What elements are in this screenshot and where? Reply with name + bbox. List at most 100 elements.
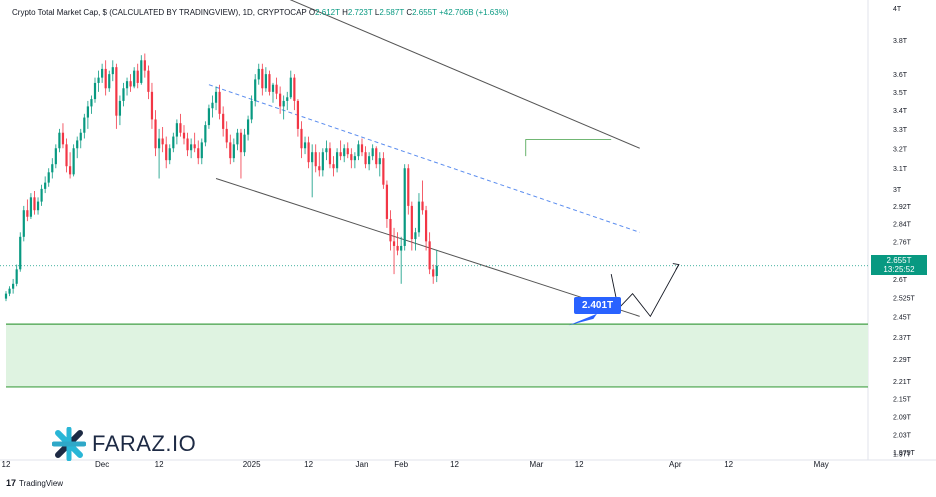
candle-body xyxy=(328,148,332,165)
candle-body xyxy=(360,144,364,153)
channel-lower-line xyxy=(215,177,640,317)
y-tick-label: 3T xyxy=(893,187,902,194)
candle-body xyxy=(51,164,54,173)
candle-body xyxy=(350,154,353,161)
candle-body xyxy=(307,142,310,163)
candle-body xyxy=(364,152,367,165)
candle-body xyxy=(143,60,146,71)
candle-body xyxy=(257,68,260,80)
candle-body xyxy=(414,232,417,240)
candle-body xyxy=(403,168,406,246)
candle-body xyxy=(26,210,29,217)
countdown-value: 13:25:52 xyxy=(883,265,915,274)
candle-body xyxy=(86,106,89,118)
last-price-value: 2.655T xyxy=(886,256,912,265)
footer-brand[interactable]: TradingView xyxy=(19,478,64,488)
candle-body xyxy=(325,148,328,153)
low-marker-badge: 2.401T xyxy=(574,297,622,314)
candle-body xyxy=(400,245,403,251)
y-tick-label: 1.97T xyxy=(893,452,912,459)
close-value: 2.655T xyxy=(412,8,437,17)
candle-body xyxy=(432,269,435,277)
candle-body xyxy=(90,99,93,107)
last-price-badge: 2.655T 13:25:52 xyxy=(871,255,927,275)
candle-body xyxy=(104,68,107,89)
candle-body xyxy=(76,140,79,149)
channel-upper-line xyxy=(289,0,640,149)
high-value: 2.723T xyxy=(347,8,373,17)
candle-body xyxy=(15,269,18,284)
y-tick-label: 2.29T xyxy=(893,357,912,364)
candle-body xyxy=(368,156,371,165)
y-tick-label: 3.3T xyxy=(893,127,908,134)
candle-body xyxy=(261,68,264,89)
candle-body xyxy=(389,218,392,242)
logo-brand-text: FARAZ.IO xyxy=(92,431,197,456)
candle-body xyxy=(19,236,22,270)
resistance-marker xyxy=(525,139,612,157)
x-tick-label: 12 xyxy=(2,460,11,469)
candle-body xyxy=(300,128,303,149)
candle-body xyxy=(296,100,300,129)
candle-body xyxy=(168,148,171,161)
candle-body xyxy=(36,201,40,211)
candle-body xyxy=(118,100,122,116)
candle-body xyxy=(65,144,68,167)
candle-body xyxy=(136,70,139,83)
symbol-title[interactable]: Crypto Total Market Cap, $ (CALCULATED B… xyxy=(12,8,307,17)
candle-body xyxy=(353,156,356,161)
candle-body xyxy=(101,68,104,78)
candle-body xyxy=(421,201,424,211)
candle-body xyxy=(314,152,317,167)
candle-body xyxy=(125,81,129,89)
x-tick-label: Dec xyxy=(95,460,109,469)
tradingview-logo-icon: 17 xyxy=(6,478,17,488)
candle-body xyxy=(40,188,43,202)
open-value: 2.612T xyxy=(315,8,340,17)
low-label: L xyxy=(374,8,380,17)
low-value: 2.587T xyxy=(379,8,405,17)
candle-body xyxy=(175,123,178,137)
candle-body xyxy=(286,97,289,101)
candle-body xyxy=(83,117,86,133)
candle-body xyxy=(396,245,399,251)
change-value: +42.706B (+1.63%) xyxy=(439,8,509,17)
candle-body xyxy=(204,125,207,143)
candle-body xyxy=(182,132,186,139)
candle-body xyxy=(8,288,11,294)
low-marker-pointer xyxy=(568,313,597,326)
candle-body xyxy=(343,148,346,157)
chart-header: Crypto Total Market Cap, $ (CALCULATED B… xyxy=(12,8,508,17)
candle-body xyxy=(54,148,57,165)
candle-body xyxy=(282,100,285,107)
candle-body xyxy=(186,138,189,151)
candle-body xyxy=(243,134,246,153)
candle-body xyxy=(150,91,154,120)
candle-body xyxy=(190,144,193,151)
candle-body xyxy=(335,152,339,169)
y-tick-label: 2.92T xyxy=(893,204,912,211)
candle-body xyxy=(165,144,168,161)
candle-body xyxy=(33,197,36,211)
y-tick-label: 2.21T xyxy=(893,379,912,386)
candle-body xyxy=(428,241,431,270)
candle-body xyxy=(108,74,111,89)
y-tick-label: 2.525T xyxy=(893,295,916,302)
candle-body xyxy=(318,166,321,171)
close-label: C xyxy=(406,8,413,17)
candle-body xyxy=(407,168,410,206)
faraz-logo-icon xyxy=(52,427,86,461)
candle-body xyxy=(29,197,33,217)
x-tick-label: Apr xyxy=(669,460,682,469)
candle-body xyxy=(254,79,257,101)
projection-arrowhead xyxy=(672,263,680,270)
y-tick-label: 3.4T xyxy=(893,108,908,115)
candle-body xyxy=(218,91,221,114)
candle-body xyxy=(229,142,232,159)
candle-body xyxy=(346,148,349,155)
candle-body xyxy=(222,113,225,129)
candle-body xyxy=(200,142,203,159)
candle-body xyxy=(268,74,271,92)
